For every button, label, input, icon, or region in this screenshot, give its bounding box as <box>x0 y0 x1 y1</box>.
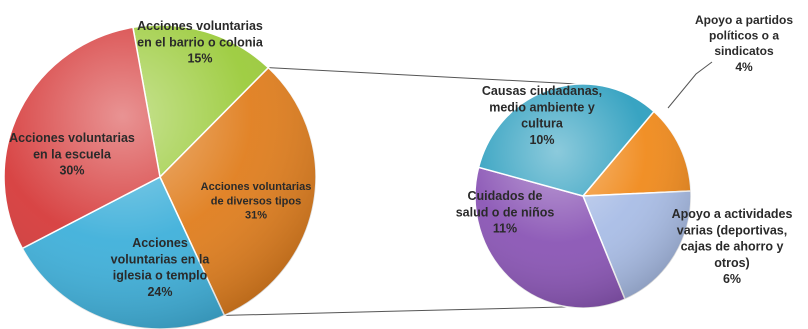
slice-label: Causas ciudadanas, medio ambiente y cultur… <box>482 84 602 147</box>
slice-value-label: 11% <box>493 222 517 236</box>
slice-value-label: 31% <box>245 210 267 222</box>
slice-label-line: varias (deportivas, <box>677 223 787 237</box>
slice-label-line: cultura <box>521 117 564 131</box>
slice-value-label: 30% <box>59 164 84 178</box>
slice-value-label: 24% <box>147 285 172 299</box>
slice-label-line: políticos o a <box>709 29 779 43</box>
slice-label: Acciones voluntarias en la escuela 30% <box>9 131 135 178</box>
connector-bottom <box>224 306 568 316</box>
slice-value-label: 15% <box>187 52 212 66</box>
connector-top <box>268 67 580 85</box>
slice-label-line: Acciones voluntarias <box>201 181 312 193</box>
slice-label: Cuidados de salud o de niños 11% <box>456 189 555 236</box>
slice-label: Apoyo a partidos políticos o a sindicatos 4… <box>695 13 793 74</box>
slice-label: Acciones voluntarias en la iglesia o templ… <box>111 236 211 299</box>
slice-label-line: voluntarias en la <box>111 252 211 266</box>
slice-label-line: sindicatos <box>714 44 774 58</box>
slice-value-label: 6% <box>723 272 741 286</box>
slice-label: Acciones voluntarias de diversos tipos 31% <box>201 181 312 222</box>
leader-line-partidos <box>667 61 713 109</box>
slice-label: Apoyo a actividades varias (deportivas, ca… <box>672 207 793 286</box>
leader-lines <box>667 61 713 109</box>
slice-labels: Acciones voluntarias en el barrio o colon… <box>9 13 793 299</box>
slice-label-line: de diversos tipos <box>211 195 301 207</box>
slice-value-label: 4% <box>735 60 753 74</box>
main-pie <box>3 24 317 329</box>
slice-label-line: iglesia o templo <box>113 269 208 283</box>
slice-label-line: Acciones voluntarias <box>9 131 135 145</box>
slice-label-line: en el barrio o colonia <box>137 35 264 49</box>
slice-label-line: medio ambiente y <box>489 100 595 114</box>
slice-label-line: Acciones <box>132 236 188 250</box>
slice-value-label: 10% <box>529 133 554 147</box>
slice-label-line: Causas ciudadanas, <box>482 84 602 98</box>
slice-label: Acciones voluntarias en el barrio o colon… <box>137 19 264 66</box>
slice-label-line: en la escuela <box>33 147 112 161</box>
slice-label-line: cajas de ahorro y <box>681 240 784 254</box>
slice-label-line: Cuidados de <box>467 189 542 203</box>
slice-label-line: Apoyo a partidos <box>695 13 793 27</box>
slice-label-line: Apoyo a actividades <box>672 207 793 221</box>
slice-label-line: Acciones voluntarias <box>137 19 263 33</box>
slice-label-line: otros) <box>714 256 749 270</box>
slice-label-line: salud o de niños <box>456 205 555 219</box>
